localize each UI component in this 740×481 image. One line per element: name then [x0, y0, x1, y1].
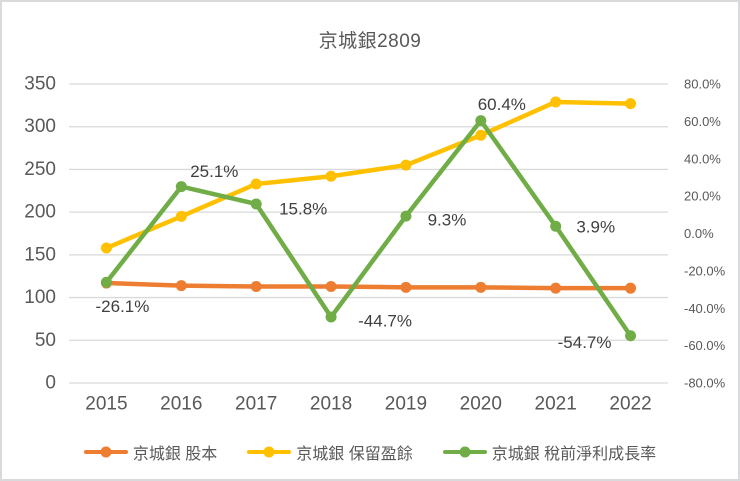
chart-legend: 京城銀 股本 京城銀 保留盈餘 京城銀 稅前淨利成長率: [2, 440, 738, 464]
x-axis-label: 2016: [160, 394, 202, 415]
legend-item-retained-earnings: 京城銀 保留盈餘: [247, 440, 413, 464]
chart-title: 京城銀2809: [318, 31, 422, 52]
data-point-pretax-profit-growth: [400, 210, 412, 222]
left-axis-tick: 250: [24, 159, 56, 180]
series-line-retained-earnings: [104, 99, 633, 251]
left-axis-tick: 150: [24, 244, 56, 265]
data-point-pretax-profit-growth: [550, 220, 562, 232]
data-point-pretax-profit-growth: [175, 181, 187, 193]
right-axis-tick: 80.0%: [684, 77, 721, 92]
right-axis-tick: -40.0%: [684, 301, 726, 316]
data-point-capital: [175, 280, 187, 292]
left-axis-tick: 300: [24, 116, 56, 137]
data-label-pretax-profit-growth: 25.1%: [190, 162, 238, 181]
x-axis-label: 2020: [460, 394, 502, 415]
data-point-retained-earnings: [100, 242, 112, 254]
series-line-pretax-profit-growth: [104, 118, 633, 338]
data-point-retained-earnings: [250, 178, 262, 190]
x-axis-label: 2018: [310, 394, 352, 415]
x-axis-label: 2022: [609, 394, 651, 415]
right-axis-tick: 40.0%: [684, 151, 721, 166]
data-point-capital: [325, 280, 337, 292]
right-axis-tick: -20.0%: [684, 263, 726, 278]
data-point-retained-earnings: [400, 159, 412, 171]
right-axis-tick: 60.0%: [684, 114, 721, 129]
data-label-pretax-profit-growth: -44.7%: [358, 312, 412, 331]
data-point-retained-earnings: [625, 98, 637, 110]
left-axis-tick: 100: [24, 287, 56, 308]
data-label-pretax-profit-growth: 9.3%: [428, 211, 467, 230]
data-point-pretax-profit-growth: [625, 330, 637, 342]
left-axis-tick: 350: [24, 74, 56, 95]
right-axis-tick: 0.0%: [684, 226, 714, 241]
data-label-pretax-profit-growth: 60.4%: [478, 95, 526, 114]
data-label-pretax-profit-growth: 15.8%: [279, 199, 327, 218]
legend-marker-capital-icon: [83, 446, 128, 458]
legend-label-retained-earnings: 京城銀 保留盈餘: [296, 446, 413, 463]
x-axis-label: 2019: [385, 394, 427, 415]
x-axis-label: 2021: [535, 394, 577, 415]
left-axis-tick: 0: [45, 373, 56, 394]
x-axis-label: 2015: [85, 394, 127, 415]
legend-marker-pretax-profit-growth-icon: [442, 446, 487, 458]
data-point-capital: [250, 280, 262, 292]
legend-item-capital: 京城銀 股本: [83, 440, 218, 464]
left-axis-tick: 200: [24, 202, 56, 223]
data-point-retained-earnings: [175, 210, 187, 222]
right-axis-tick: 20.0%: [684, 189, 721, 204]
legend-label-capital: 京城銀 股本: [132, 446, 218, 463]
data-point-retained-earnings: [475, 129, 487, 141]
data-point-pretax-profit-growth: [475, 115, 487, 127]
data-point-pretax-profit-growth: [250, 198, 262, 210]
data-point-capital: [550, 282, 562, 294]
data-label-pretax-profit-growth: -26.1%: [96, 297, 150, 316]
left-axis-tick: 50: [35, 330, 56, 351]
legend-marker-retained-earnings-icon: [247, 446, 292, 458]
data-point-pretax-profit-growth: [325, 311, 337, 323]
legend-item-pretax-profit-growth: 京城銀 稅前淨利成長率: [442, 440, 657, 464]
x-axis-label: 2017: [235, 394, 277, 415]
data-label-pretax-profit-growth: 3.9%: [576, 218, 615, 237]
right-axis-tick: -80.0%: [684, 376, 726, 391]
data-label-pretax-profit-growth: -54.7%: [558, 333, 612, 352]
data-point-retained-earnings: [325, 170, 337, 182]
data-point-capital: [475, 281, 487, 293]
data-point-capital: [400, 281, 412, 293]
data-point-pretax-profit-growth: [100, 276, 112, 288]
data-point-capital: [625, 282, 637, 294]
legend-label-pretax-profit-growth: 京城銀 稅前淨利成長率: [491, 446, 657, 463]
series-line-capital: [104, 280, 633, 291]
data-point-retained-earnings: [550, 96, 562, 108]
right-axis-tick: -60.0%: [684, 338, 726, 353]
